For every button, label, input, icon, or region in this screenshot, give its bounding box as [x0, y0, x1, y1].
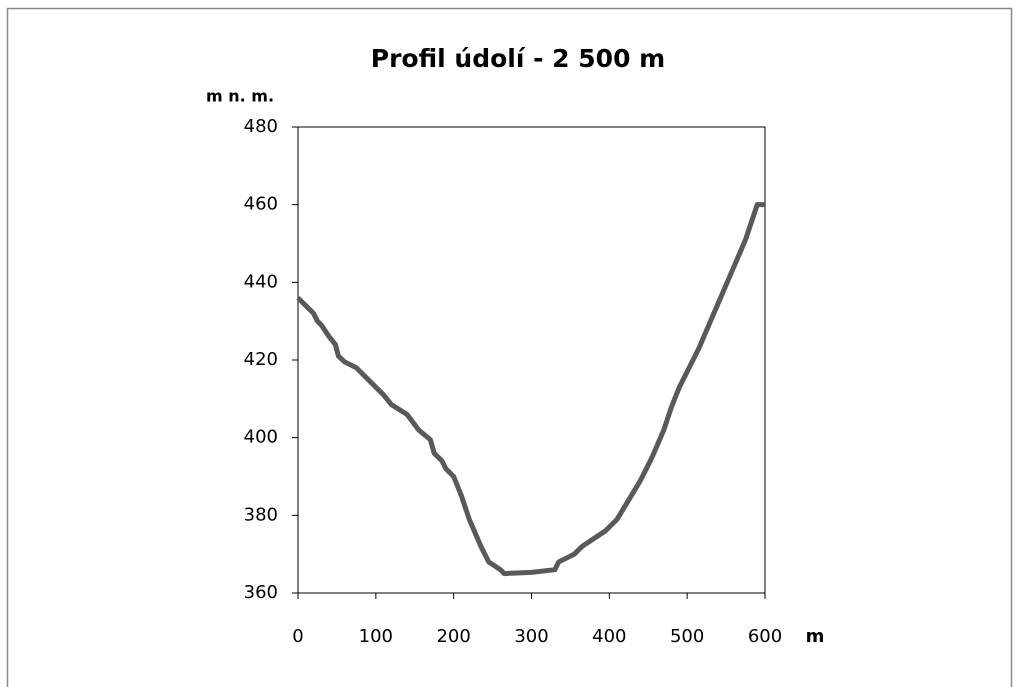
chart-title: Profil údolí - 2 500 m: [371, 44, 665, 73]
y-tick-label: 440: [244, 271, 278, 292]
y-tick-label: 380: [244, 504, 278, 525]
x-tick-label: 600: [748, 626, 782, 647]
y-tick-label: 480: [244, 116, 278, 137]
x-axis-label: m: [806, 626, 825, 647]
x-tick-label: 100: [359, 626, 393, 647]
y-tick-label: 400: [244, 427, 278, 448]
x-tick-label: 300: [514, 626, 548, 647]
x-tick-label: 400: [592, 626, 626, 647]
y-axis-label: m n. m.: [206, 87, 274, 106]
chart-border: [6, 7, 1013, 687]
y-tick-label: 420: [244, 349, 278, 370]
y-tick-label: 360: [244, 582, 278, 603]
x-tick-label: 0: [292, 626, 303, 647]
x-tick-label: 200: [436, 626, 470, 647]
x-tick-label: 500: [670, 626, 704, 647]
y-tick-label: 460: [244, 194, 278, 215]
data-line: [296, 202, 765, 577]
